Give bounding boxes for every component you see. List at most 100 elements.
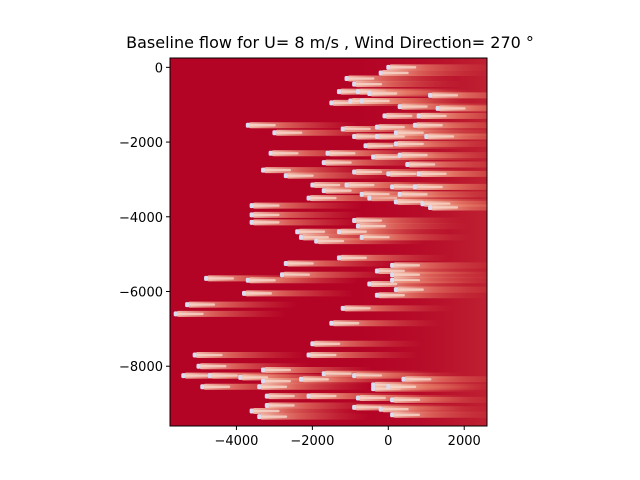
x-tick-label: 2000: [448, 434, 481, 449]
wake-40: [414, 183, 487, 190]
turbine-74: [173, 311, 178, 317]
turbine-72: [185, 302, 190, 308]
wake-core-36: [420, 172, 447, 176]
turbine-40: [412, 184, 417, 190]
wake-91: [259, 383, 370, 390]
plot-frame: [169, 57, 488, 427]
wake-core-78: [310, 353, 337, 357]
wake-18: [414, 122, 487, 129]
turbine-85: [352, 373, 357, 379]
turbine-65: [204, 275, 209, 281]
turbine-77: [192, 352, 197, 358]
wake-core-38: [348, 183, 375, 187]
wake-73: [342, 305, 453, 312]
wake-core-97: [394, 398, 421, 402]
turbine-9: [348, 98, 353, 104]
turbine-31: [405, 161, 410, 167]
turbine-89: [371, 382, 376, 388]
turbine-22: [393, 130, 398, 136]
turbine-34: [352, 169, 357, 175]
turbine-52: [352, 218, 357, 224]
wake-100: [251, 408, 362, 415]
wake-core-32: [265, 168, 292, 172]
wake-core-28: [375, 155, 402, 159]
turbine-41: [321, 188, 326, 194]
wake-core-10: [363, 99, 390, 103]
turbine-46: [393, 199, 398, 205]
wake-core-68: [371, 282, 398, 286]
wake-core-23: [428, 135, 455, 138]
wake-76: [312, 340, 423, 347]
turbine-7: [428, 92, 433, 98]
turbine-66: [245, 277, 250, 283]
turbine-94: [264, 393, 269, 399]
wake-core-12: [439, 107, 466, 110]
wake-core-86: [405, 378, 432, 381]
wake-97: [392, 396, 487, 403]
wake-59: [338, 254, 449, 261]
wake-core-37: [314, 183, 341, 187]
wake-50: [251, 211, 362, 218]
turbine-14: [416, 113, 421, 119]
turbine-0: [386, 64, 391, 70]
wake-63: [392, 271, 487, 278]
wake-66: [247, 277, 358, 284]
wake-core-21: [378, 135, 405, 138]
turbine-97: [390, 397, 395, 403]
turbine-103: [390, 412, 395, 418]
wake-14: [418, 112, 487, 119]
turbine-38: [344, 182, 349, 188]
wake-101: [380, 406, 487, 413]
wake-0: [388, 64, 487, 71]
wake-45: [308, 195, 419, 202]
wake-core-96: [359, 396, 386, 400]
wake-core-55: [340, 230, 367, 233]
wake-core-15: [249, 124, 276, 127]
wake-88: [300, 376, 411, 383]
turbine-43: [367, 195, 372, 201]
wake-core-41: [325, 189, 352, 192]
turbine-69: [393, 287, 398, 293]
wake-core-98: [268, 404, 295, 407]
wake-core-83: [211, 374, 238, 377]
turbine-93: [386, 384, 391, 390]
wake-86: [403, 376, 487, 383]
turbine-50: [249, 212, 254, 218]
wake-core-6: [371, 92, 398, 95]
wake-core-18: [416, 124, 443, 127]
wake-71: [376, 292, 487, 299]
turbine-51: [249, 219, 254, 225]
wake-44: [399, 191, 487, 198]
wake-70: [244, 290, 355, 297]
turbine-44: [397, 191, 402, 197]
turbine-37: [310, 182, 315, 188]
wake-core-72: [189, 303, 216, 306]
wake-core-65: [208, 277, 235, 280]
turbine-100: [249, 408, 254, 414]
wake-core-79: [200, 365, 227, 368]
turbine-83: [207, 373, 212, 379]
wake-core-42: [363, 193, 390, 196]
wake-core-33: [287, 174, 314, 177]
wake-78: [308, 352, 419, 359]
turbine-28: [371, 154, 376, 160]
wake-core-51: [253, 221, 280, 224]
turbine-68: [367, 281, 372, 287]
turbine-33: [283, 173, 288, 179]
y-tick-label: −4000: [119, 211, 163, 226]
x-tick-label: 0: [384, 434, 392, 449]
wake-32: [263, 167, 374, 174]
wake-48: [251, 202, 362, 209]
turbine-27: [325, 150, 330, 156]
wake-core-76: [314, 342, 341, 346]
wake-core-27: [329, 152, 356, 155]
wake-1: [380, 69, 487, 76]
wake-core-52: [356, 219, 383, 222]
turbine-24: [363, 143, 368, 149]
y-tick-label: −6000: [119, 286, 163, 301]
turbine-62: [374, 268, 379, 274]
wake-core-1: [382, 71, 409, 75]
wake-core-3: [356, 82, 383, 86]
wake-core-48: [253, 204, 280, 207]
